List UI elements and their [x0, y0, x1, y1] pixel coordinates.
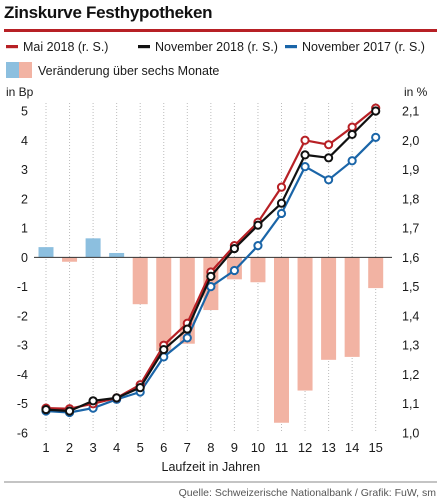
series-point	[159, 344, 169, 355]
bar	[62, 257, 78, 262]
series-point	[64, 406, 75, 416]
y-right-tick-label: 1,0	[402, 427, 419, 441]
bar	[344, 257, 360, 357]
legend-label: Veränderung über sechs Monate	[38, 64, 219, 78]
y-right-tick-label: 1,8	[402, 192, 419, 206]
legend-label: November 2017 (r. S.)	[302, 40, 425, 54]
series-point	[229, 265, 239, 276]
series-point	[347, 122, 357, 132]
bar	[132, 257, 148, 305]
bar	[156, 257, 172, 352]
x-tick-label: 12	[298, 440, 312, 455]
x-tick-label: 6	[160, 440, 167, 455]
x-tick-label: 15	[368, 440, 382, 455]
x-tick-label: 8	[207, 440, 214, 455]
y-right-tick-label: 2,0	[402, 134, 419, 148]
y-right-tick-label: 1,4	[402, 309, 419, 323]
y-right-unit: in %	[404, 85, 428, 99]
legend-swatch	[285, 45, 297, 49]
y-left-tick-label: 4	[21, 134, 28, 148]
legend-swatch	[19, 62, 32, 78]
y-right-tick-label: 1,5	[402, 280, 419, 294]
series-point	[253, 241, 263, 251]
legend-swatch	[138, 45, 150, 49]
series-point	[324, 153, 334, 163]
series-point	[229, 243, 239, 254]
legend-label: Mai 2018 (r. S.)	[23, 40, 108, 54]
series-point	[276, 182, 287, 192]
series-point	[276, 198, 287, 208]
source-note: Quelle: Schweizerische Nationalbank / Gr…	[179, 487, 437, 499]
x-tick-label: 5	[137, 440, 144, 455]
series-point	[300, 135, 310, 145]
x-tick-label: 11	[275, 440, 289, 455]
x-tick-label: 4	[113, 440, 120, 455]
legend-swatch	[6, 45, 18, 49]
y-right-tick-label: 1,2	[402, 368, 419, 382]
series-point	[182, 333, 192, 343]
bar	[274, 257, 289, 423]
y-left-tick-label: 3	[21, 163, 28, 177]
bar	[85, 238, 101, 258]
bar	[38, 247, 54, 258]
y-left-tick-label: -3	[17, 339, 28, 353]
series-point	[371, 132, 381, 142]
y-right-tick-label: 1,9	[402, 163, 419, 177]
x-tick-label: 3	[89, 440, 96, 455]
series-point	[253, 220, 263, 230]
y-left-tick-label: 2	[21, 192, 28, 206]
bar	[109, 252, 125, 258]
title-underline	[4, 29, 437, 32]
legend-label: November 2018 (r. S.)	[155, 40, 278, 54]
x-tick-label: 1	[42, 440, 49, 455]
x-tick-label: 2	[66, 440, 73, 455]
bar	[297, 257, 313, 391]
y-right-tick-label: 2,1	[402, 105, 419, 119]
y-right-tick-label: 1,6	[402, 251, 419, 265]
series-point	[300, 150, 310, 160]
y-left-tick-label: -4	[17, 368, 28, 382]
y-left-tick-label: -2	[17, 309, 28, 323]
series-point	[41, 404, 51, 415]
series-point	[112, 393, 122, 403]
bar	[250, 257, 266, 283]
bar	[368, 257, 384, 289]
series-point	[206, 271, 216, 281]
series-point	[324, 175, 334, 185]
series-point	[88, 396, 98, 406]
series-point	[276, 208, 287, 219]
x-tick-label: 9	[231, 440, 238, 455]
series-point	[371, 106, 381, 116]
bar	[321, 257, 337, 360]
y-left-tick-label: -6	[17, 427, 28, 441]
y-left-tick-label: 0	[21, 251, 28, 265]
legend-swatch	[6, 62, 19, 78]
y-left-tick-label: -5	[17, 397, 28, 411]
x-tick-label: 10	[251, 440, 265, 455]
x-axis-title: Laufzeit in Jahren	[162, 460, 261, 474]
series-point	[347, 129, 357, 140]
y-left-unit: in Bp	[6, 85, 34, 99]
x-tick-label: 7	[184, 440, 191, 455]
chart-title: Zinskurve Festhypotheken	[4, 3, 213, 22]
series-point	[347, 156, 357, 166]
x-tick-label: 14	[345, 440, 359, 455]
x-tick-label: 13	[321, 440, 335, 455]
y-right-tick-label: 1,3	[402, 339, 419, 353]
y-left-tick-label: 1	[21, 222, 28, 236]
series-point	[135, 383, 145, 393]
y-right-tick-label: 1,1	[402, 397, 419, 411]
y-left-tick-label: 5	[21, 105, 28, 119]
series-point	[182, 324, 192, 334]
series-point	[324, 140, 334, 150]
series-point	[300, 162, 310, 172]
y-right-tick-label: 1,7	[402, 222, 419, 236]
y-left-tick-label: -1	[17, 280, 28, 294]
